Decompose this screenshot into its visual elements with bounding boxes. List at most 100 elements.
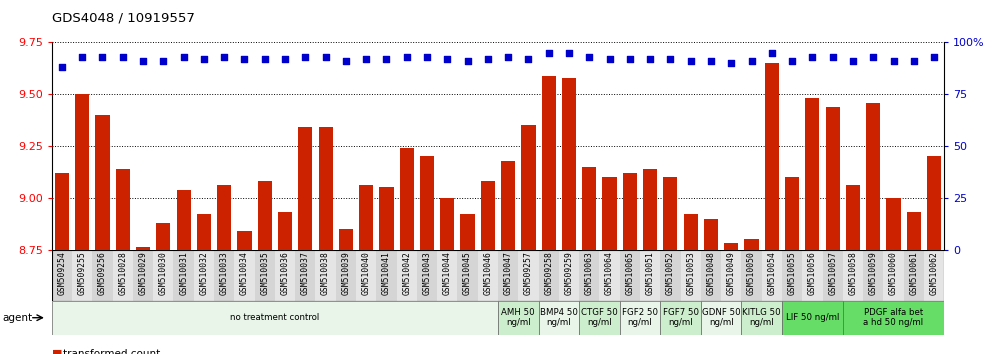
Bar xyxy=(640,250,660,301)
Bar xyxy=(826,107,840,250)
Point xyxy=(135,58,151,64)
Bar xyxy=(214,250,234,301)
Bar xyxy=(316,250,336,301)
Bar xyxy=(52,301,498,335)
Bar xyxy=(93,250,113,301)
Point xyxy=(521,56,537,62)
Text: GSM510036: GSM510036 xyxy=(281,251,290,295)
Text: GSM510043: GSM510043 xyxy=(422,251,431,295)
Text: GSM510063: GSM510063 xyxy=(585,251,594,295)
Bar xyxy=(237,231,252,250)
Bar xyxy=(579,250,600,301)
Bar xyxy=(420,156,434,250)
Point xyxy=(885,58,901,64)
Bar xyxy=(704,218,718,250)
Bar xyxy=(660,301,701,335)
Point xyxy=(459,58,475,64)
Point xyxy=(541,50,557,56)
Bar xyxy=(620,301,660,335)
Bar xyxy=(782,250,802,301)
Bar xyxy=(298,127,313,250)
Bar xyxy=(339,229,353,250)
Point xyxy=(866,54,881,60)
Bar xyxy=(663,177,677,250)
Text: GSM510055: GSM510055 xyxy=(788,251,797,295)
Text: FGF2 50
ng/ml: FGF2 50 ng/ml xyxy=(622,308,658,327)
Bar xyxy=(457,250,478,301)
Text: GSM510039: GSM510039 xyxy=(342,251,351,295)
Bar xyxy=(460,215,475,250)
Text: GSM510065: GSM510065 xyxy=(625,251,634,295)
Bar xyxy=(319,127,333,250)
Bar xyxy=(660,250,680,301)
Text: GSM510042: GSM510042 xyxy=(402,251,411,295)
Bar xyxy=(562,78,576,250)
Bar xyxy=(132,250,153,301)
Text: GSM510064: GSM510064 xyxy=(605,251,615,295)
Bar xyxy=(399,148,413,250)
Bar xyxy=(622,173,636,250)
Bar xyxy=(156,223,170,250)
Bar xyxy=(886,198,900,250)
Point xyxy=(196,56,212,62)
Point xyxy=(298,54,314,60)
Bar xyxy=(275,250,295,301)
Bar xyxy=(539,301,579,335)
Text: PDGF alfa bet
a hd 50 ng/ml: PDGF alfa bet a hd 50 ng/ml xyxy=(864,308,923,327)
Bar xyxy=(521,125,536,250)
Bar xyxy=(843,301,944,335)
Bar xyxy=(360,185,374,250)
Bar xyxy=(116,169,129,250)
Bar xyxy=(600,250,620,301)
Point xyxy=(216,54,232,60)
Bar xyxy=(72,250,93,301)
Point xyxy=(784,58,800,64)
Text: GSM510052: GSM510052 xyxy=(666,251,675,295)
Text: GSM509258: GSM509258 xyxy=(544,251,553,295)
Bar xyxy=(396,250,417,301)
Text: GSM510053: GSM510053 xyxy=(686,251,695,295)
Bar xyxy=(498,301,539,335)
Bar xyxy=(643,169,657,250)
Bar xyxy=(356,250,376,301)
Text: GSM510060: GSM510060 xyxy=(889,251,898,295)
Bar xyxy=(501,160,515,250)
Bar xyxy=(785,177,799,250)
Text: GSM510032: GSM510032 xyxy=(199,251,208,295)
Bar xyxy=(136,247,150,250)
Point xyxy=(398,54,414,60)
Text: GSM510033: GSM510033 xyxy=(220,251,229,295)
Text: transformed count: transformed count xyxy=(63,349,160,354)
Text: GSM510044: GSM510044 xyxy=(443,251,452,295)
Bar xyxy=(765,63,779,250)
Point xyxy=(744,58,760,64)
Bar xyxy=(153,250,173,301)
Point xyxy=(622,56,637,62)
Text: GSM510059: GSM510059 xyxy=(869,251,877,295)
Text: GSM509259: GSM509259 xyxy=(565,251,574,295)
Text: GSM510029: GSM510029 xyxy=(138,251,147,295)
Text: BMP4 50
ng/ml: BMP4 50 ng/ml xyxy=(540,308,578,327)
Text: ■: ■ xyxy=(52,349,63,354)
Bar xyxy=(823,250,843,301)
Bar xyxy=(741,301,782,335)
Text: GSM510057: GSM510057 xyxy=(828,251,838,295)
Text: GSM509254: GSM509254 xyxy=(58,251,67,295)
Point xyxy=(723,61,739,66)
Point xyxy=(500,54,516,60)
Bar xyxy=(498,250,518,301)
Point xyxy=(419,54,435,60)
Bar xyxy=(701,250,721,301)
Point xyxy=(95,54,111,60)
Bar xyxy=(55,173,69,250)
Point xyxy=(764,50,780,56)
Point xyxy=(155,58,171,64)
Text: GSM510034: GSM510034 xyxy=(240,251,249,295)
Bar xyxy=(478,250,498,301)
Text: GSM510031: GSM510031 xyxy=(179,251,188,295)
Point xyxy=(480,56,496,62)
Text: GSM510045: GSM510045 xyxy=(463,251,472,295)
Text: FGF7 50
ng/ml: FGF7 50 ng/ml xyxy=(662,308,698,327)
Point xyxy=(845,58,861,64)
Bar xyxy=(683,215,698,250)
